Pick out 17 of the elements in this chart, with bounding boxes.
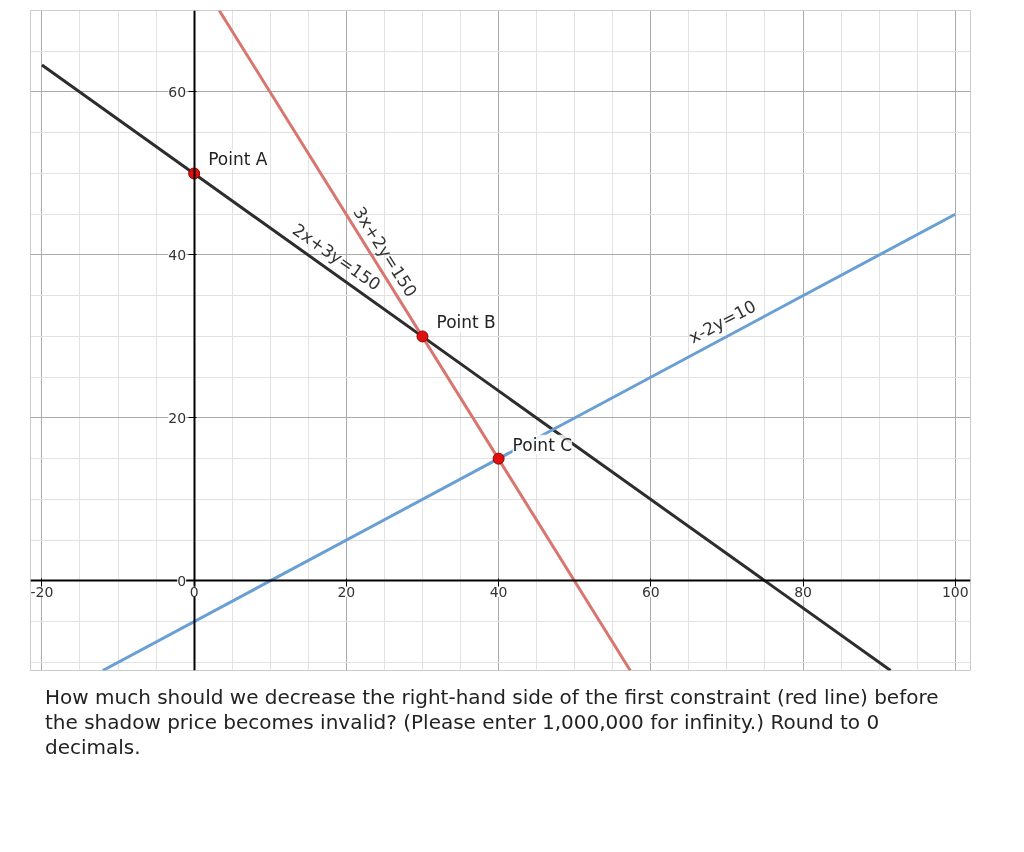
point [416, 330, 429, 343]
annotation: Point B [436, 312, 496, 333]
x-tick-label: 20 [337, 583, 356, 600]
text: How much should we decrease the right-hand side of the first constraint (red line) before the shadow price becomes invalid? (Please enter 1,000,000 for infinity.) Round to 0 decimals. [45, 685, 940, 760]
x-tick-label: -20 [30, 583, 54, 600]
x-tick-label: 0 [189, 583, 199, 600]
x-tick-label: 80 [794, 583, 812, 600]
y-tick-label: 20 [168, 409, 187, 426]
annotation: Point C [512, 434, 573, 455]
y-tick-label: 60 [168, 83, 187, 100]
point [492, 452, 505, 465]
y-tick-label: 40 [168, 246, 187, 263]
annotation: Point A [208, 149, 268, 170]
x-tick-label: 60 [641, 583, 660, 600]
x-tick-label: 40 [489, 583, 508, 600]
x-tick-label: 100 [941, 583, 969, 600]
y-tick-label: 0 [177, 572, 187, 589]
